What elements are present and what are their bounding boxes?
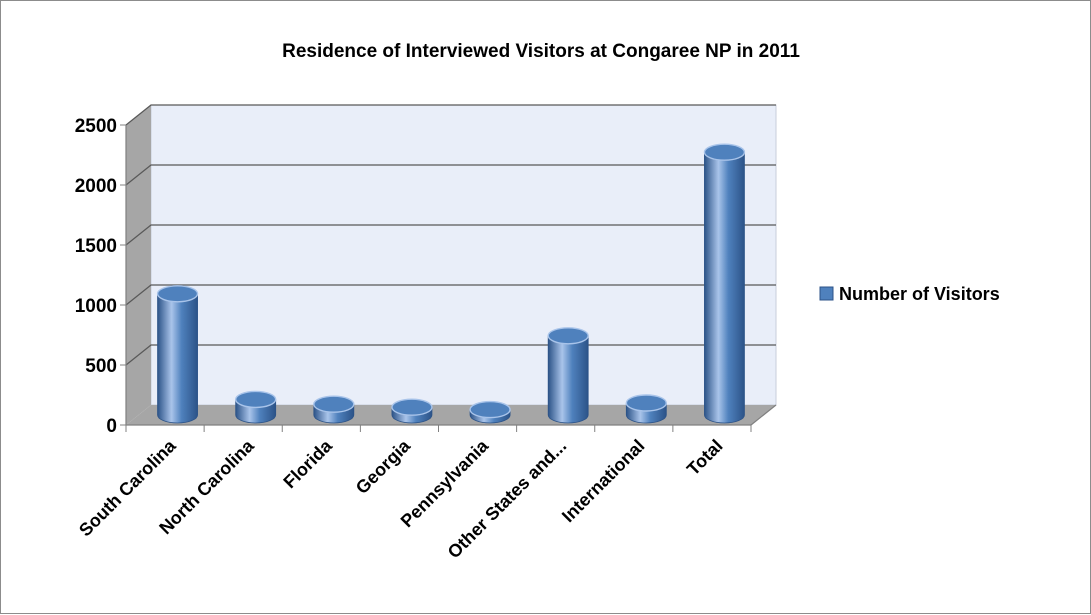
bar-7: [625, 394, 668, 424]
plot-floor: [126, 405, 776, 425]
y-tick-label: 1500: [75, 236, 117, 257]
x-tick-label: Georgia: [352, 435, 415, 498]
x-axis-depth-line: [750, 404, 777, 426]
bar-top: [625, 394, 668, 412]
bars: [156, 143, 746, 424]
bar-5: [469, 400, 511, 424]
bar-top: [156, 285, 199, 303]
gridline: [125, 104, 776, 126]
x-tick-label: Florida: [279, 435, 336, 492]
y-tick-label: 1000: [75, 296, 117, 317]
gridline: [125, 284, 776, 306]
plot-back-wall: [150, 104, 777, 406]
bar-body: [704, 152, 745, 424]
chart-title: Residence of Interviewed Visitors at Con…: [282, 41, 800, 62]
bar-3: [313, 395, 355, 424]
gridline: [125, 164, 776, 186]
x-tick-label: Total: [683, 436, 727, 480]
bar-top: [547, 327, 589, 345]
legend-swatch: [819, 286, 834, 301]
y-tick-label: 500: [85, 356, 117, 377]
bar-body: [157, 293, 198, 424]
bar-top: [703, 143, 746, 161]
legend-label: Number of Visitors: [839, 284, 1000, 304]
bar-8: [703, 143, 746, 424]
y-tick-label: 2500: [75, 116, 117, 137]
bar-4: [391, 398, 433, 424]
bar-2: [234, 390, 277, 424]
bar-6: [547, 327, 589, 424]
y-tick-label: 2000: [75, 176, 117, 197]
y-axis-tick-labels: 0 500 1000 1500 2000 2500: [75, 116, 117, 437]
bar-top: [469, 400, 511, 419]
gridline: [125, 224, 776, 246]
bar-top: [313, 395, 355, 413]
x-tick-label: International: [558, 436, 649, 527]
legend: Number of Visitors: [819, 284, 1000, 304]
y-tick-label: 0: [106, 416, 117, 437]
bar-top: [391, 398, 433, 416]
bar-1: [156, 285, 199, 424]
bar-body: [547, 335, 589, 424]
plot-side-wall: [126, 105, 151, 425]
axes: [125, 125, 777, 432]
bar-top: [234, 390, 277, 409]
